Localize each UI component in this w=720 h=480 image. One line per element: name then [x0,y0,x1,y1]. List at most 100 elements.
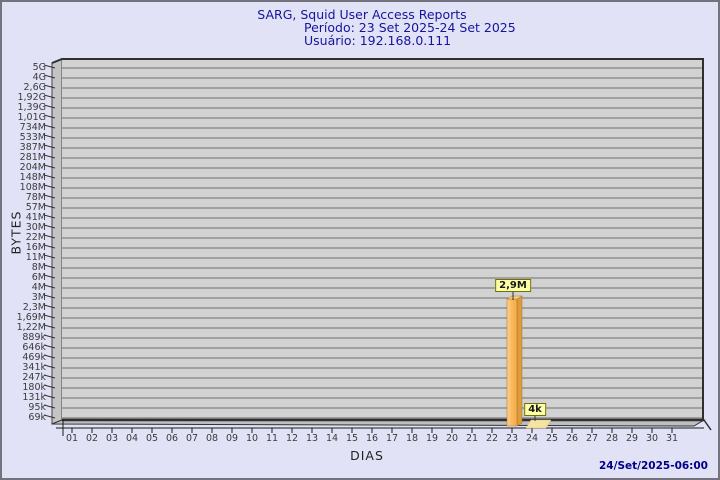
y-axis-label: 6M [31,272,46,283]
y-axis-label: 1,01G [17,112,46,123]
y-axis-label: 889k [22,332,46,343]
y-axis-tick [43,314,56,319]
bar-value-label: 4k [524,403,546,416]
y-axis-tick [43,124,56,129]
y-axis-tick [43,344,56,349]
x-axis-label: 28 [605,433,619,444]
y-axis-tick [43,84,56,89]
y-axis-label: 78M [25,192,46,203]
y-axis-label: 281M [19,152,46,163]
x-axis-label: 17 [385,433,399,444]
y-axis-label: 387M [19,142,46,153]
x-axis-label: 03 [105,433,119,444]
y-axis-label: 180k [22,382,46,393]
y-axis-label: 734M [19,122,46,133]
x-axis-label: 14 [325,433,339,444]
y-axis-label: 533M [19,132,46,143]
y-axis-tick [43,74,56,79]
plot-panel [62,59,704,420]
y-axis-tick [43,174,56,179]
bar-front-face [506,298,518,427]
y-axis-tick [43,94,56,99]
y-axis-label: 2,3M [22,302,46,313]
y-axis-label: 469k [22,352,46,363]
y-axis-tick [43,414,56,419]
y-axis-label: 131k [22,392,46,403]
x-axis-label: 16 [365,433,379,444]
x-axis-label: 12 [285,433,299,444]
y-axis-tick [43,144,56,149]
y-axis-label: 57M [25,202,46,213]
x-axis-label: 21 [465,433,479,444]
x-axis-label: 18 [405,433,419,444]
y-axis-tick [43,244,56,249]
y-axis-tick [43,274,56,279]
report-user: Usuário: 192.168.0.111 [304,33,452,48]
y-axis-tick [43,154,56,159]
x-axis-label: 22 [485,433,499,444]
y-axis-tick [43,194,56,199]
y-axis-label: 341k [22,362,46,373]
y-axis-tick [43,364,56,369]
x-axis-label: 30 [645,433,659,444]
y-axis-label: 108M [19,182,46,193]
y-axis-tick [43,224,56,229]
x-axis-label: 20 [445,433,459,444]
y-axis-tick [43,264,56,269]
x-axis-label: 31 [665,433,679,444]
y-axis-label: 5G [32,62,46,73]
y-axis-tick [43,234,56,239]
y-axis-tick [43,304,56,309]
y-axis-tick [43,114,56,119]
x-axis-label: 23 [505,433,519,444]
report-period: Período: 23 Set 2025-24 Set 2025 [304,20,516,35]
y-axis-label: 11M [25,252,46,263]
y-axis-tick [43,384,56,389]
y-axis-tick [43,64,56,69]
y-axis-label: 4G [32,72,46,83]
y-axis-tick [43,104,56,109]
x-axis-label: 07 [185,433,199,444]
plot-side-wall [51,58,63,425]
x-axis-label: 25 [545,433,559,444]
x-axis-title: DIAS [350,448,384,463]
y-axis-label: 646k [22,342,46,353]
y-axis-label: 3M [31,292,46,303]
x-axis-label: 19 [425,433,439,444]
y-axis-label: 4M [31,282,46,293]
y-axis-label: 204M [19,162,46,173]
x-axis-label: 11 [265,433,279,444]
bar-flat-top-face [525,419,552,429]
y-axis-tick [43,204,56,209]
x-axis-label: 13 [305,433,319,444]
bar-top-face [506,295,523,300]
y-axis-tick [43,324,56,329]
y-axis-tick [43,354,56,359]
x-axis-label: 05 [145,433,159,444]
y-axis-label: 1,69M [16,312,46,323]
y-axis-tick [43,294,56,299]
y-axis-label: 1,92G [17,92,46,103]
y-axis-label: 148M [19,172,46,183]
x-axis-label: 15 [345,433,359,444]
y-axis-tick [43,254,56,259]
y-axis-label: 95k [28,402,46,413]
y-axis-label: 1,22M [16,322,46,333]
x-axis-label: 04 [125,433,139,444]
x-axis-label: 24 [525,433,539,444]
x-axis-label: 26 [565,433,579,444]
x-axis-label: 08 [205,433,219,444]
y-axis-label: 247k [22,372,46,383]
x-axis-label: 10 [245,433,259,444]
y-axis-label: 16M [25,242,46,253]
y-axis-tick [43,284,56,289]
bar-side-face [516,295,523,427]
y-axis-label: 41M [25,212,46,223]
y-axis-tick [43,184,56,189]
x-axis-label: 01 [65,433,79,444]
y-axis-label: 2,6G [23,82,46,93]
panel-top-edge [51,58,704,64]
y-axis-label: 69k [28,412,46,423]
report-timestamp: 24/Set/2025-06:00 [599,460,708,472]
y-axis-label: 22M [25,232,46,243]
